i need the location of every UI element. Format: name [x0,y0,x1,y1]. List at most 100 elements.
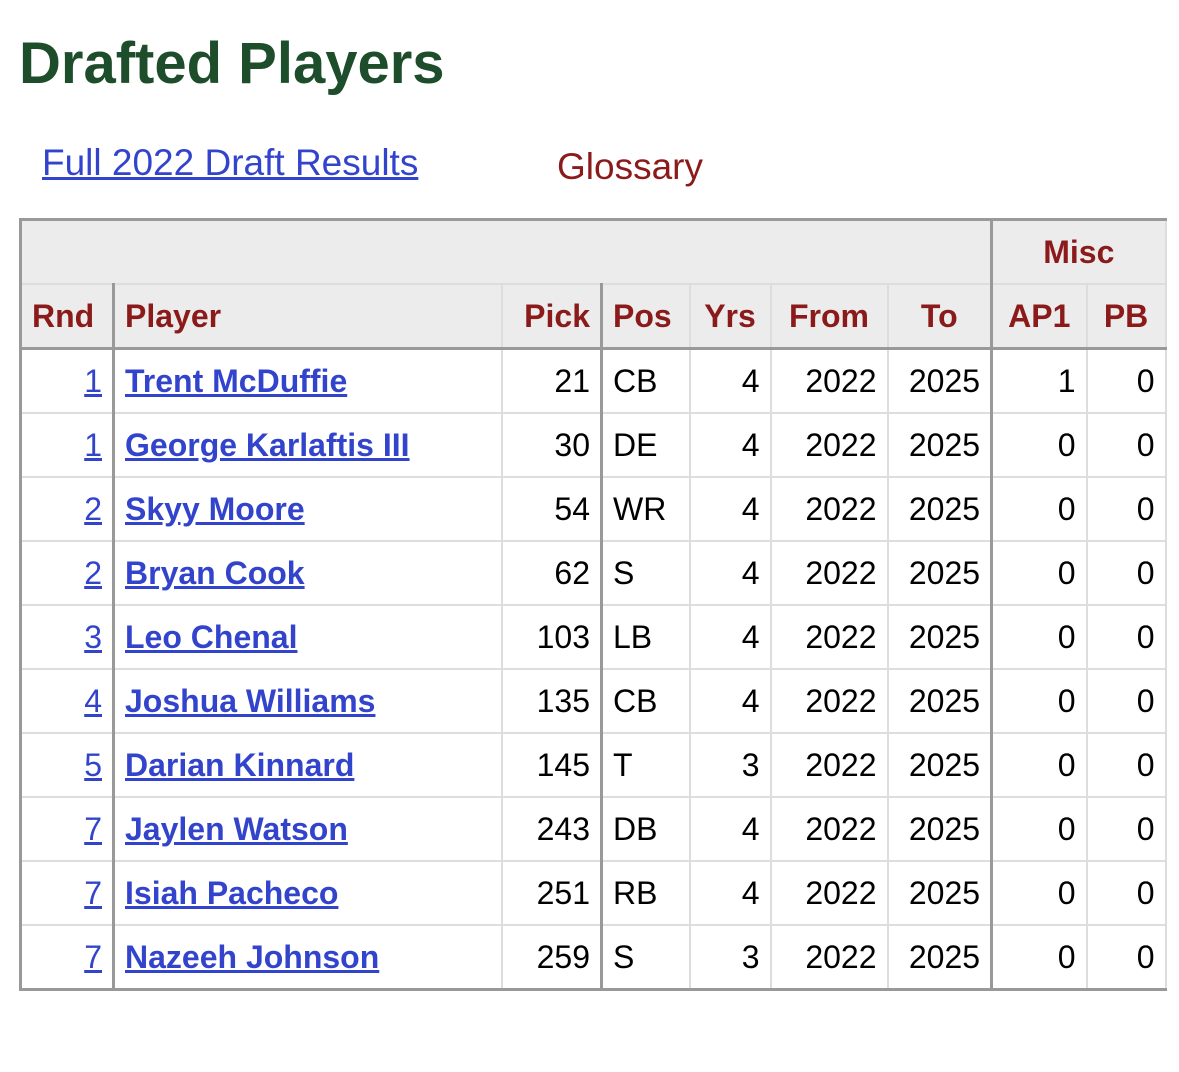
cell: 0 [1085,732,1167,798]
cell: 21 [500,347,603,414]
cell: 2 [19,540,115,606]
round-link[interactable]: 1 [84,362,102,399]
cell: 54 [500,476,603,542]
player-row: 7 Isiah Pacheco 251 RB 4 2022 2025 0 0 [19,860,1167,926]
round-link[interactable]: 3 [84,618,102,655]
round-link[interactable]: 7 [84,874,102,911]
cell: 135 [500,668,603,734]
round-link[interactable]: 1 [84,426,102,463]
player-link[interactable]: Bryan Cook [125,554,305,591]
cell: 0 [1085,604,1167,670]
player-link[interactable]: Leo Chenal [125,618,298,655]
glossary-link[interactable]: Glossary [557,146,703,187]
cell: 4 [19,668,115,734]
cell: 62 [500,540,603,606]
cell: 145 [500,732,603,798]
cell: 0 [1085,476,1167,542]
cell: 2025 [886,860,993,926]
cell: 243 [500,796,603,862]
cell: 4 [688,412,772,478]
cell: 7 [19,796,115,862]
column-header: From [769,283,889,350]
column-header: Yrs [688,283,772,350]
cell: 4 [688,668,772,734]
column-header: Rnd [19,283,115,350]
cell: 2022 [769,476,889,542]
cell: 2022 [769,668,889,734]
player-link[interactable]: Darian Kinnard [125,746,355,783]
column-header: AP1 [990,283,1088,350]
cell: 0 [990,412,1088,478]
cell: Jaylen Watson [112,796,503,862]
cell: 30 [500,412,603,478]
cell: 0 [1085,924,1167,991]
cell: George Karlaftis III [112,412,503,478]
player-row: 5 Darian Kinnard 145 T 3 2022 2025 0 0 [19,732,1167,798]
player-link[interactable]: Isiah Pacheco [125,874,339,911]
player-link[interactable]: Trent McDuffie [125,362,348,399]
cell: 2025 [886,732,993,798]
cell: 3 [688,732,772,798]
cell: 2022 [769,796,889,862]
cell: 0 [1085,668,1167,734]
cell: 0 [990,668,1088,734]
cell: Leo Chenal [112,604,503,670]
group-header: Misc [990,218,1167,285]
cell: 1 [19,412,115,478]
round-link[interactable]: 5 [84,746,102,783]
round-link[interactable]: 2 [84,490,102,527]
cell: Isiah Pacheco [112,860,503,926]
cell: 4 [688,604,772,670]
player-link[interactable]: Nazeeh Johnson [125,938,380,975]
player-link[interactable]: George Karlaftis III [125,426,410,463]
cell: 251 [500,860,603,926]
cell: 2025 [886,924,993,991]
cell: 4 [688,540,772,606]
cell: CB [600,668,691,734]
player-row: 7 Jaylen Watson 243 DB 4 2022 2025 0 0 [19,796,1167,862]
cell: 0 [1085,412,1167,478]
cell: 7 [19,924,115,991]
round-link[interactable]: 7 [84,810,102,847]
page-title: Drafted Players [19,31,445,96]
cell: 3 [19,604,115,670]
cell: WR [600,476,691,542]
player-row: 2 Skyy Moore 54 WR 4 2022 2025 0 0 [19,476,1167,542]
cell: 0 [990,604,1088,670]
cell: 4 [688,476,772,542]
group-header-blank [19,218,993,285]
round-link[interactable]: 4 [84,682,102,719]
cell: 2025 [886,604,993,670]
cell: S [600,540,691,606]
cell: 0 [990,540,1088,606]
cell: 4 [688,796,772,862]
player-row: 3 Leo Chenal 103 LB 4 2022 2025 0 0 [19,604,1167,670]
cell: T [600,732,691,798]
cell: 0 [990,924,1088,991]
cell: 1 [990,347,1088,414]
round-link[interactable]: 7 [84,938,102,975]
cell: 0 [990,860,1088,926]
header-row: Rnd Player Pick Pos Yrs From To AP1 PB [19,283,1167,350]
cell: 4 [688,347,772,414]
cell: 2025 [886,476,993,542]
player-link[interactable]: Skyy Moore [125,490,305,527]
player-row: 4 Joshua Williams 135 CB 4 2022 2025 0 0 [19,668,1167,734]
cell: 2022 [769,604,889,670]
cell: 3 [688,924,772,991]
draft-results-link[interactable]: Full 2022 Draft Results [42,142,419,183]
column-header: Player [112,283,503,350]
cell: 2025 [886,347,993,414]
player-link[interactable]: Joshua Williams [125,682,376,719]
column-header: To [886,283,993,350]
cell: 2022 [769,540,889,606]
column-header: Pos [600,283,691,350]
cell: 5 [19,732,115,798]
cell: Darian Kinnard [112,732,503,798]
round-link[interactable]: 2 [84,554,102,591]
cell: 0 [990,796,1088,862]
cell: LB [600,604,691,670]
player-row: 7 Nazeeh Johnson 259 S 3 2022 2025 0 0 [19,924,1167,991]
player-link[interactable]: Jaylen Watson [125,810,348,847]
player-row: 1 Trent McDuffie 21 CB 4 2022 2025 1 0 [19,347,1167,414]
